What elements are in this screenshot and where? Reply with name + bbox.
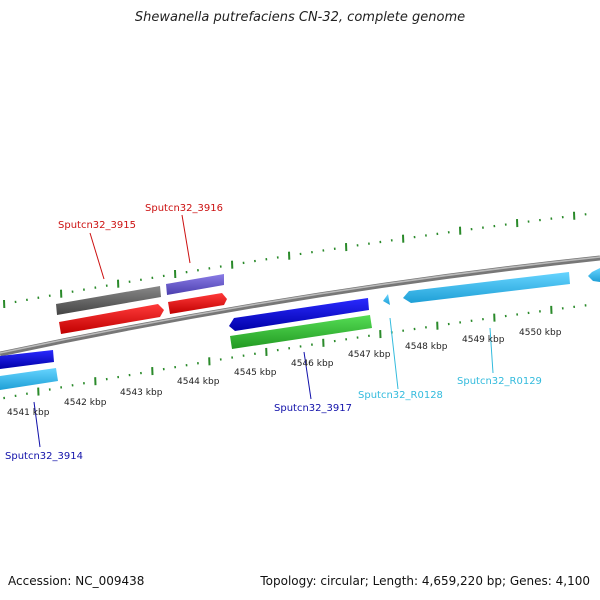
callout-r0128 — [389, 317, 399, 390]
scale-label: 4543 kbp — [120, 388, 163, 398]
gene-3914-blue[interactable] — [0, 350, 54, 369]
genome-title: Shewanella putrefaciens CN-32, complete … — [134, 10, 466, 25]
inner-scale-track — [3, 304, 587, 400]
gene-3916-red[interactable] — [168, 293, 227, 314]
scale-label: 4541 kbp — [7, 408, 50, 418]
scale-label: 4548 kbp — [405, 342, 448, 352]
scale-label: 4544 kbp — [177, 377, 220, 387]
scale-label: 4546 kbp — [291, 359, 334, 369]
gene-label-r0128[interactable]: Sputcn32_R0128 — [358, 390, 443, 401]
gene-3916-purple[interactable] — [166, 274, 224, 295]
topology-summary: Topology: circular; Length: 4,659,220 bp… — [260, 574, 590, 588]
gene-r0128-cyan[interactable] — [383, 294, 390, 305]
scale-label: 4549 kbp — [462, 335, 505, 345]
gene-3914-cyan[interactable] — [0, 368, 58, 390]
callout-3914 — [33, 401, 41, 448]
scale-label: 4547 kbp — [348, 350, 391, 360]
accession-text: Accession: NC_009438 — [8, 574, 145, 588]
gene-3915-red[interactable] — [59, 304, 164, 334]
gene-label-r0129[interactable]: Sputcn32_R0129 — [457, 376, 542, 387]
callout-3916 — [181, 214, 191, 264]
gene-right-edge-cyan[interactable] — [588, 268, 600, 282]
genome-backbone — [0, 255, 600, 357]
gene-3915-grey[interactable] — [56, 286, 161, 315]
callout-r0129 — [489, 327, 494, 374]
callout-3915 — [89, 232, 105, 280]
scale-label: 4542 kbp — [64, 398, 107, 408]
gene-3917-blue[interactable] — [229, 298, 369, 331]
gene-3917-green[interactable] — [230, 315, 372, 349]
gene-label-3915[interactable]: Sputcn32_3915 — [58, 220, 136, 231]
scale-label: 4545 kbp — [234, 368, 277, 378]
gene-label-3916[interactable]: Sputcn32_3916 — [145, 203, 223, 214]
genome-backbone-highlight — [0, 256, 600, 354]
gene-label-3917[interactable]: Sputcn32_3917 — [274, 403, 352, 414]
scale-label: 4550 kbp — [519, 328, 562, 338]
gene-label-3914[interactable]: Sputcn32_3914 — [5, 451, 83, 462]
outer-scale-track — [3, 211, 587, 309]
callout-3917 — [303, 351, 312, 400]
gene-r0129-cyan[interactable] — [403, 272, 570, 303]
